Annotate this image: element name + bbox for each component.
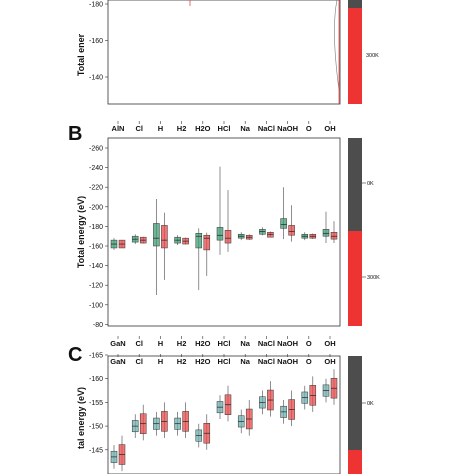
panel-a-bar-dark — [348, 0, 362, 8]
panel-a-category-label: Cl — [135, 124, 143, 133]
panel-b-category-label: H2O — [195, 339, 211, 348]
panel-b: B Total energy (eV) -260 -240 -220 -200 -180… — [68, 123, 380, 348]
panel-c-tick-label: -160 — [89, 376, 103, 383]
panel-a-category-label: H2O — [195, 124, 211, 133]
panel-c-yticks: -165 -160 -155 -150 -145 — [89, 353, 108, 454]
panel-b-tick-label: -260 — [89, 146, 103, 153]
panel-b-tick-label: -160 — [89, 244, 103, 251]
panel-b-bar-red — [348, 231, 362, 326]
panel-b-tick-label: -240 — [89, 165, 103, 172]
panel-c-ylabel: tal energy (eV) — [76, 387, 86, 449]
panel-b-300k-H2O-box — [203, 234, 211, 251]
panel-a-category-label: O — [306, 124, 312, 133]
panel-a-yticks: -180 -160 -140 — [89, 2, 108, 82]
panel-b-yticks: -260 -240 -220 -200 -180 -160 -140 -120 -100 -80 — [89, 146, 108, 329]
panel-a-tick-label: -140 — [89, 75, 103, 82]
panel-c-category-label: Na — [240, 357, 250, 366]
panel-c-category-label: H — [158, 357, 163, 366]
panel-b-ylabel: Total energy (eV) — [76, 196, 86, 268]
panel-a-category-label: H2 — [177, 124, 187, 133]
panel-b-0k-H-box — [153, 223, 160, 247]
panel-b-category-label: OH — [324, 339, 335, 348]
panel-a: Total ener -180 -160 -140 AlN Cl H H2 H2O HCl Na… — [76, 0, 379, 133]
panel-a-category-label: AlN — [112, 124, 125, 133]
panel-a-category-label: NaCl — [258, 124, 275, 133]
panel-b-category-label: HCl — [218, 339, 231, 348]
panel-a-category-label: H — [158, 124, 163, 133]
panel-b-frame — [107, 137, 341, 327]
panel-a-side-label: 300K — [366, 53, 379, 59]
panel-b-0k-H2O-box — [195, 233, 203, 249]
panel-a-categories: AlN Cl H H2 H2O HCl Na NaCl NaOH O OH — [112, 121, 336, 133]
panel-a-tick-label: -160 — [89, 38, 103, 45]
panel-b-tick-label: -140 — [89, 263, 103, 270]
panel-a-ylabel: Total ener — [76, 33, 86, 76]
panel-b-bar-dark — [348, 138, 362, 231]
panel-b-300k-H-box — [161, 225, 168, 249]
panel-b-tick-label: -180 — [89, 224, 103, 231]
panel-c-letter: C — [68, 344, 82, 366]
panel-c: C tal energy (eV) -165 -160 -155 -150 -145 G… — [68, 344, 374, 474]
panel-a-category-label: Na — [240, 124, 250, 133]
panel-a-category-label: OH — [324, 124, 335, 133]
panel-c-marks — [110, 369, 338, 472]
panel-c-category-label: NaOH — [277, 357, 298, 366]
panel-b-category-label: NaOH — [277, 339, 298, 348]
panel-b-tick-label: -200 — [89, 204, 103, 211]
panel-c-category-label: H2O — [195, 357, 211, 366]
panel-c-tick-label: -155 — [89, 400, 103, 407]
panel-a-frame — [107, 0, 341, 105]
panel-c-tick-label: -145 — [89, 447, 103, 454]
panel-c-category-label: O — [306, 357, 312, 366]
panel-c-categories: GaN Cl H H2 H2O HCl Na NaCl NaOH O OH — [110, 354, 336, 366]
panel-b-tick-label: -120 — [89, 283, 103, 290]
panel-c-category-label: H2 — [177, 357, 187, 366]
panel-b-category-label: Cl — [135, 339, 143, 348]
panel-a-bar-red — [348, 8, 362, 104]
panel-b-categories: GaN Cl H H2 H2O HCl Na NaCl NaOH O OH — [110, 336, 336, 348]
panel-c-category-label: HCl — [218, 357, 231, 366]
panel-b-0k-OH-box — [322, 229, 330, 237]
panel-b-tick-label: -220 — [89, 185, 103, 192]
panel-b-0k-NaOH-box — [280, 218, 287, 229]
panel-c-tick-label: -150 — [89, 424, 103, 431]
panel-b-category-label: H — [158, 339, 163, 348]
panel-b-300k-NaOH-box — [288, 225, 295, 236]
panel-b-category-label: Na — [240, 339, 250, 348]
panel-c-bar-dark — [348, 356, 362, 450]
panel-b-category-label: O — [306, 339, 312, 348]
panel-b-letter: B — [68, 123, 82, 145]
panel-b-tick-label: -100 — [89, 302, 103, 309]
panel-b-category-label: NaCl — [258, 339, 275, 348]
panel-c-category-label: GaN — [110, 357, 125, 366]
panel-b-marks — [110, 166, 338, 295]
panel-a-tick-label: -180 — [89, 2, 103, 9]
panel-b-category-label: H2 — [177, 339, 187, 348]
panel-a-category-label: NaOH — [277, 124, 298, 133]
panel-b-300k-OH-box — [330, 232, 338, 240]
panel-a-oh-violin — [334, 0, 340, 91]
panel-b-side-label-0k: 0K — [367, 181, 374, 187]
panel-c-category-label: OH — [324, 357, 335, 366]
panel-a-marks — [189, 0, 340, 104]
panel-a-category-label: HCl — [218, 124, 231, 133]
panel-c-category-label: Cl — [135, 357, 143, 366]
panel-c-bar-red — [348, 450, 362, 474]
panel-b-0k-HCl-box — [216, 227, 224, 241]
panel-c-tick-label: -165 — [89, 353, 103, 360]
panel-b-category-label: GaN — [110, 339, 125, 348]
panel-b-side-label-300k: 300K — [367, 275, 380, 281]
panel-c-side-label: 0K — [367, 401, 374, 407]
panel-c-category-label: NaCl — [258, 357, 275, 366]
panel-b-0k-NaCl-box — [259, 229, 266, 235]
panel-b-300k-NaCl-box — [267, 232, 274, 238]
panel-b-tick-label: -80 — [93, 322, 103, 329]
panel-b-300k-HCl-box — [224, 230, 232, 244]
